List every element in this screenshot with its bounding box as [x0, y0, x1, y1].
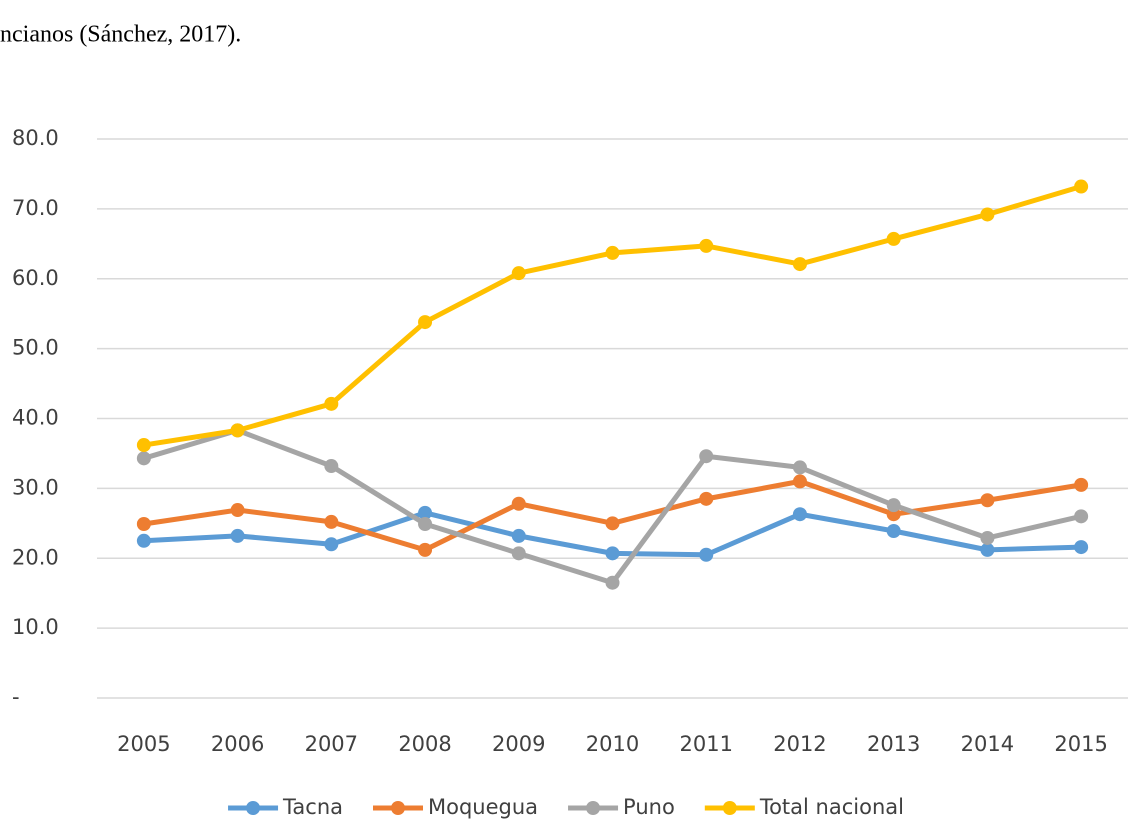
data-point [605, 516, 620, 531]
x-tick-label: 2007 [305, 732, 358, 756]
data-point [792, 474, 807, 489]
y-tick-label: 10.0 [12, 615, 59, 639]
x-tick-label: 2014 [961, 732, 1014, 756]
series-line [143, 184, 1082, 448]
legend-label: Total nacional [759, 795, 904, 819]
y-tick-label: 40.0 [12, 406, 59, 430]
x-tick-label: 2011 [680, 732, 733, 756]
y-tick-label: 60.0 [12, 266, 59, 290]
data-point [136, 438, 151, 453]
legend-label: Puno [623, 795, 675, 819]
data-point [136, 517, 151, 532]
x-tick-label: 2008 [398, 732, 451, 756]
data-point [886, 498, 901, 513]
legend-label: Tacna [282, 795, 343, 819]
y-tick-label: 30.0 [12, 475, 59, 499]
data-point [511, 528, 526, 543]
data-point [605, 546, 620, 561]
data-point [1074, 477, 1089, 492]
data-point [230, 503, 245, 518]
data-point [324, 459, 339, 474]
x-tick-label: 2015 [1054, 732, 1107, 756]
data-point [324, 396, 339, 411]
y-tick-label: - [12, 685, 20, 709]
y-tick-label: 80.0 [12, 126, 59, 150]
caption: ncianos (Sánchez, 2017). [0, 22, 241, 48]
data-point [980, 542, 995, 557]
legend-marker [391, 801, 405, 815]
x-tick-label: 2005 [117, 732, 170, 756]
x-tick-label: 2006 [211, 732, 264, 756]
legend-marker [586, 801, 601, 815]
data-point [699, 449, 714, 464]
data-point [230, 423, 245, 438]
data-point [324, 514, 339, 529]
data-point [699, 547, 714, 562]
data-point [1074, 540, 1089, 555]
data-point [418, 315, 433, 330]
data-point [699, 238, 714, 253]
x-tick-label: 2012 [773, 732, 826, 756]
legend-marker [246, 801, 261, 815]
x-tick-label: 2013 [867, 732, 920, 756]
legend-label: Moquegua [428, 795, 538, 819]
data-point [418, 505, 433, 520]
data-point [980, 207, 995, 222]
data-point [324, 537, 339, 552]
x-tick-label: 2010 [586, 732, 639, 756]
data-point [605, 245, 620, 260]
legend-marker [722, 801, 737, 815]
data-point [136, 451, 151, 466]
data-point [792, 257, 807, 272]
data-point [980, 493, 995, 508]
data-point [980, 530, 995, 545]
data-point [511, 266, 526, 281]
data-point [511, 546, 526, 561]
data-point [886, 523, 901, 538]
data-point [418, 517, 433, 532]
x-tick-label: 2009 [492, 732, 545, 756]
data-point [792, 507, 807, 522]
data-point [886, 231, 901, 246]
y-tick-label: 20.0 [12, 545, 59, 569]
data-point [511, 496, 526, 511]
data-point [699, 491, 714, 506]
data-point [418, 542, 433, 557]
y-tick-label: 70.0 [12, 196, 59, 220]
data-point [605, 575, 620, 590]
data-point [792, 460, 807, 475]
data-point [1074, 509, 1089, 524]
data-point [230, 528, 245, 543]
data-point [136, 533, 151, 548]
y-tick-label: 50.0 [12, 336, 59, 360]
data-point [1074, 179, 1089, 194]
